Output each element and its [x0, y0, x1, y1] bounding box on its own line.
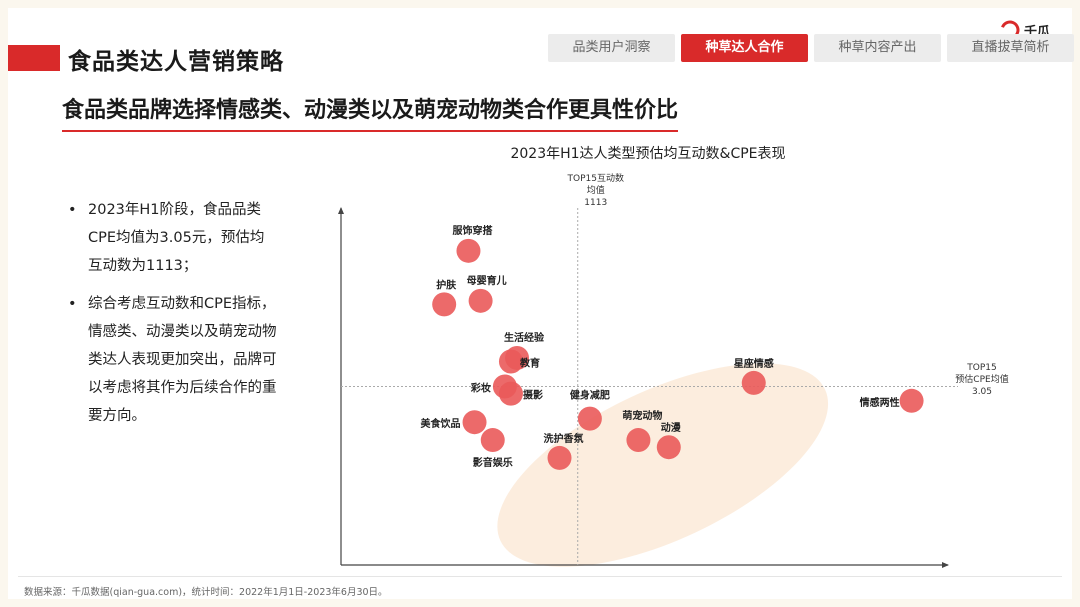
point-label: 星座情感 — [734, 357, 774, 370]
tab-category-insight[interactable]: 品类用户洞察 — [548, 34, 675, 62]
point-label: 洗护香氛 — [544, 432, 584, 445]
page-subtitle: 食品类品牌选择情感类、动漫类以及萌宠动物类合作更具性价比 — [62, 92, 679, 132]
point-label: 情感两性 — [860, 396, 900, 409]
point-萌宠动物 — [626, 428, 651, 453]
bullet-item: 2023年H1阶段，食品品类CPE均值为3.05元，预估均互动数为1113； — [68, 196, 278, 280]
point-动漫 — [656, 435, 681, 460]
x-axis-arrow-icon — [942, 562, 949, 568]
point-label: 萌宠动物 — [622, 409, 662, 422]
slide: 食品类达人营销策略 千瓜 品类用户洞察 种草达人合作 种草内容产出 直播拔草简析… — [8, 8, 1074, 599]
point-母婴育儿 — [468, 288, 493, 313]
interaction-mean-label: 1113 — [584, 198, 607, 208]
page-title: 食品类达人营销策略 — [68, 49, 284, 75]
tab-livestream-analysis[interactable]: 直播拔草简析 — [947, 34, 1074, 62]
point-美食饮品 — [462, 410, 487, 435]
bullet-item: 综合考虑互动数和CPE指标，情感类、动漫类以及萌宠动物类达人表现更加突出，品牌可… — [68, 290, 278, 430]
point-洗护香氛 — [547, 445, 572, 470]
point-label: 教育 — [519, 357, 540, 370]
point-label: 母婴育儿 — [467, 274, 507, 287]
point-护肤 — [432, 292, 457, 317]
point-label: 服饰穿搭 — [452, 224, 493, 237]
point-星座情感 — [741, 370, 766, 395]
point-label: 摄影 — [523, 389, 543, 402]
qiangua-logo-icon — [1000, 20, 1020, 40]
tab-influencer-cooperation[interactable]: 种草达人合作 — [681, 34, 808, 62]
point-label: 护肤 — [436, 278, 457, 291]
point-label: 彩妆 — [470, 382, 491, 395]
point-label: 美食饮品 — [421, 417, 461, 430]
cpe-mean-label: 3.05 — [972, 387, 992, 397]
point-label: 动漫 — [661, 421, 682, 434]
section-tabs: 品类用户洞察 种草达人合作 种草内容产出 直播拔草简析 — [548, 34, 1074, 62]
highlight-region — [497, 363, 829, 567]
cpe-mean-label: TOP15 — [966, 363, 996, 373]
point-情感两性 — [899, 388, 924, 413]
y-axis-arrow-icon — [338, 207, 344, 214]
tab-content-output[interactable]: 种草内容产出 — [814, 34, 941, 62]
title-accent-bar — [8, 45, 60, 71]
point-健身减肥 — [577, 406, 602, 431]
point-label: 生活经验 — [504, 331, 545, 344]
point-摄影 — [498, 381, 523, 406]
point-label: 影音娱乐 — [473, 456, 513, 469]
point-影音娱乐 — [480, 428, 505, 453]
chart-title: 2023年H1达人类型预估均互动数&CPE表现 — [510, 146, 785, 162]
data-source-note: 数据来源：千瓜数据(qian-gua.com)，统计时间：2022年1月1日-2… — [24, 587, 388, 598]
footer-divider — [18, 576, 1062, 577]
point-label: 健身减肥 — [570, 389, 610, 402]
interaction-mean-label: TOP15互动数 — [566, 172, 623, 184]
summary-bullets: 2023年H1阶段，食品品类CPE均值为3.05元，预估均互动数为1113； 综… — [68, 196, 278, 440]
point-服饰穿搭 — [456, 238, 481, 263]
cpe-mean-label: 预估CPE均值 — [955, 373, 1008, 385]
interaction-mean-label: 均值 — [587, 184, 605, 196]
point-教育 — [498, 349, 523, 374]
